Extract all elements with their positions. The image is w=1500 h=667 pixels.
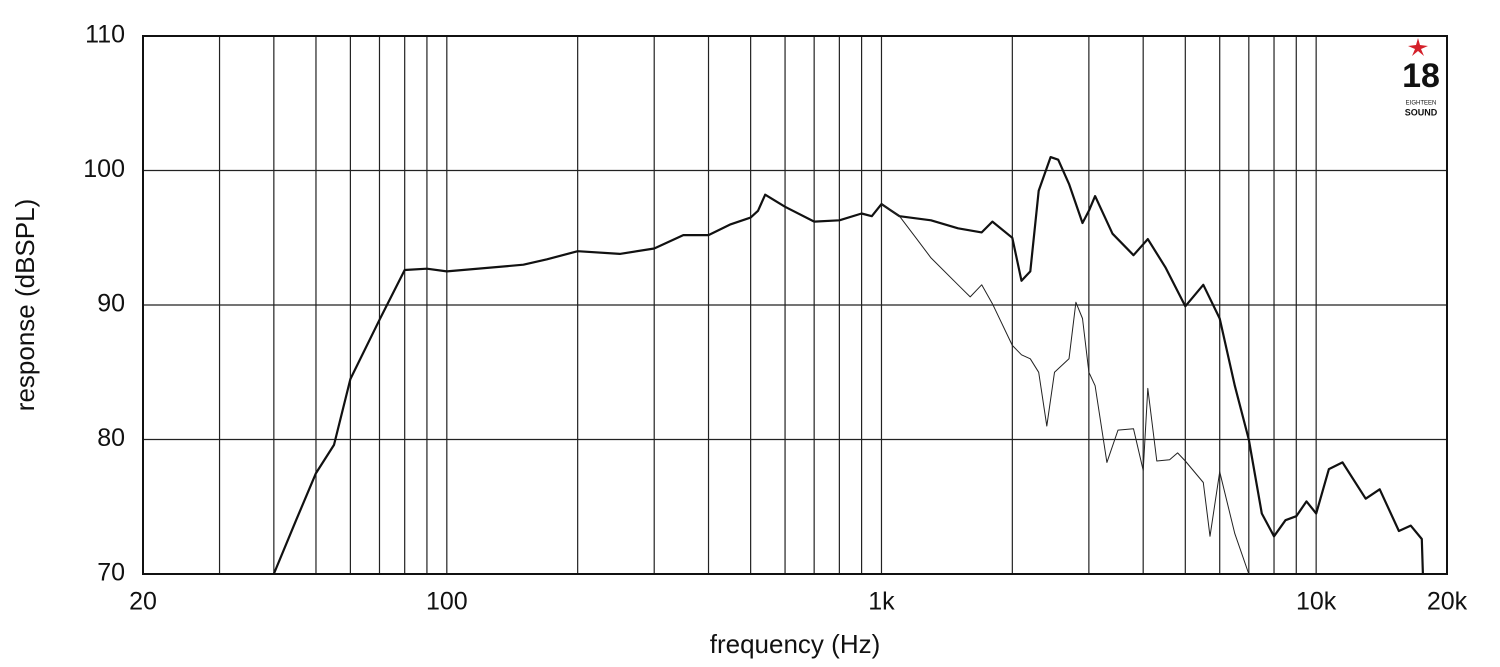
data-line: [881, 203, 1250, 575]
x-tick-label: 20k: [1427, 588, 1468, 616]
x-tick-label: 10k: [1296, 588, 1337, 616]
logo-text: SOUND: [1405, 107, 1438, 117]
y-axis-label: response (dBSPL): [10, 199, 40, 411]
x-axis-label: frequency (Hz): [710, 629, 881, 659]
y-tick-label: 80: [97, 424, 125, 452]
x-tick-label: 1k: [868, 588, 895, 616]
x-tick-label: 100: [426, 588, 468, 616]
logo-number: 18: [1402, 57, 1440, 95]
plot-frame: [142, 35, 1448, 575]
logo: 18 EIGHTEEN SOUND: [1402, 38, 1440, 117]
y-tick-label: 100: [83, 155, 125, 183]
y-tick-label: 70: [97, 559, 125, 587]
y-tick-label: 110: [85, 21, 125, 49]
y-tick-label: 90: [97, 290, 125, 318]
data-line: [272, 156, 1424, 575]
logo-text: EIGHTEEN: [1406, 101, 1437, 107]
logo-star: [1408, 38, 1428, 56]
x-tick-label: 20: [129, 588, 157, 616]
